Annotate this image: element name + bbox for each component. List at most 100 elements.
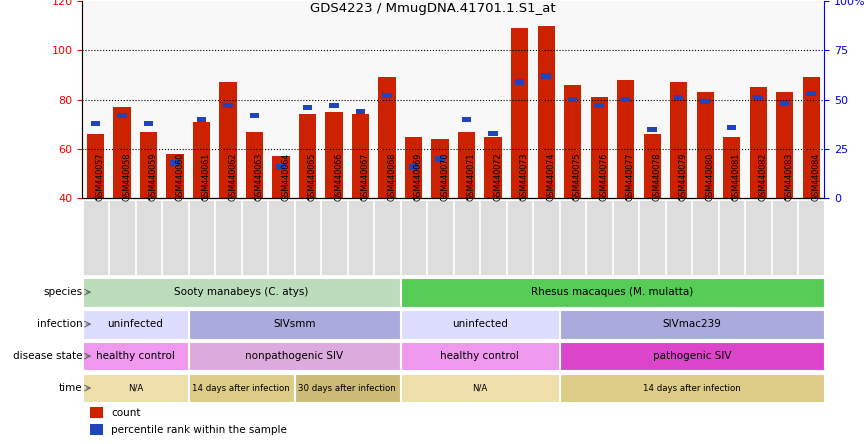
Text: GSM440082: GSM440082 (758, 152, 767, 201)
Bar (299, 115, 316, 198)
Text: uninfected: uninfected (107, 319, 163, 329)
Bar (294, 200, 320, 274)
Bar (162, 200, 188, 274)
Text: GSM440074: GSM440074 (546, 152, 555, 201)
Bar (621, 97, 630, 103)
Bar (401, 310, 559, 338)
Bar (559, 374, 824, 402)
Bar (189, 310, 400, 338)
Bar (436, 156, 445, 162)
Bar (723, 137, 740, 198)
Bar (223, 103, 233, 108)
Bar (515, 79, 524, 85)
Bar (428, 200, 453, 274)
Text: GSM440068: GSM440068 (387, 153, 396, 201)
Bar (560, 200, 585, 274)
Text: GSM440070: GSM440070 (440, 152, 449, 201)
Bar (648, 127, 657, 132)
Bar (617, 80, 634, 198)
Text: GSM440057: GSM440057 (95, 152, 105, 201)
Text: infection: infection (36, 319, 82, 329)
Bar (409, 164, 418, 170)
Bar (401, 374, 559, 402)
Bar (719, 200, 745, 274)
Bar (193, 122, 210, 198)
Text: SIVsmm: SIVsmm (273, 319, 315, 329)
Text: species: species (43, 287, 82, 297)
Text: GSM440069: GSM440069 (414, 152, 423, 201)
Text: GSM440059: GSM440059 (149, 152, 158, 201)
Text: GSM440076: GSM440076 (599, 152, 608, 201)
Text: N/A: N/A (472, 384, 488, 392)
Text: GSM440065: GSM440065 (307, 152, 317, 201)
Bar (458, 132, 475, 198)
Bar (586, 200, 612, 274)
Bar (348, 200, 373, 274)
Bar (189, 374, 294, 402)
Bar (374, 200, 400, 274)
Bar (113, 107, 131, 198)
Bar (171, 160, 180, 166)
Bar (219, 83, 236, 198)
Text: SIVmac239: SIVmac239 (662, 319, 721, 329)
Bar (780, 101, 790, 107)
Bar (268, 200, 294, 274)
Text: Rhesus macaques (M. mulatta): Rhesus macaques (M. mulatta) (531, 287, 694, 297)
Bar (591, 97, 608, 198)
Text: GSM440067: GSM440067 (360, 152, 370, 201)
Bar (559, 342, 824, 370)
Text: GSM440064: GSM440064 (281, 153, 290, 201)
Bar (303, 105, 313, 110)
Text: pathogenic SIV: pathogenic SIV (653, 351, 731, 361)
Bar (276, 164, 286, 170)
Text: GSM440084: GSM440084 (811, 153, 820, 201)
Bar (772, 200, 798, 274)
Bar (750, 87, 766, 198)
Bar (117, 113, 126, 118)
Bar (294, 374, 400, 402)
Bar (401, 342, 559, 370)
Bar (82, 278, 400, 306)
Text: GSM440079: GSM440079 (679, 152, 688, 201)
Bar (798, 200, 824, 274)
Text: GSM440081: GSM440081 (732, 153, 740, 201)
Text: percentile rank within the sample: percentile rank within the sample (112, 424, 288, 435)
Bar (484, 137, 501, 198)
Bar (666, 200, 691, 274)
Bar (674, 95, 683, 100)
Bar (431, 139, 449, 198)
Bar (639, 200, 665, 274)
Bar (87, 134, 104, 198)
Text: 14 days after infection: 14 days after infection (643, 384, 740, 392)
Bar (352, 115, 369, 198)
Text: GSM440058: GSM440058 (122, 152, 131, 201)
Bar (727, 125, 736, 130)
Bar (273, 156, 290, 198)
Bar (109, 200, 135, 274)
Bar (90, 424, 103, 435)
Text: time: time (59, 383, 82, 393)
Text: disease state: disease state (13, 351, 82, 361)
Bar (559, 310, 824, 338)
Bar (568, 97, 578, 103)
Bar (803, 77, 820, 198)
Text: GSM440075: GSM440075 (572, 152, 582, 201)
Bar (83, 200, 108, 274)
Bar (144, 121, 153, 126)
Bar (533, 200, 559, 274)
Bar (82, 342, 188, 370)
Bar (197, 117, 206, 122)
Bar (329, 103, 339, 108)
Text: GSM440066: GSM440066 (334, 153, 343, 201)
Text: GSM440077: GSM440077 (625, 152, 635, 201)
Bar (753, 95, 763, 100)
Bar (401, 278, 824, 306)
Text: GSM440073: GSM440073 (520, 152, 528, 201)
Text: GSM440062: GSM440062 (228, 152, 237, 201)
Bar (806, 91, 816, 96)
Bar (242, 200, 268, 274)
Bar (405, 137, 423, 198)
Text: count: count (112, 408, 141, 417)
Text: GSM440083: GSM440083 (785, 153, 793, 201)
Bar (594, 103, 604, 108)
